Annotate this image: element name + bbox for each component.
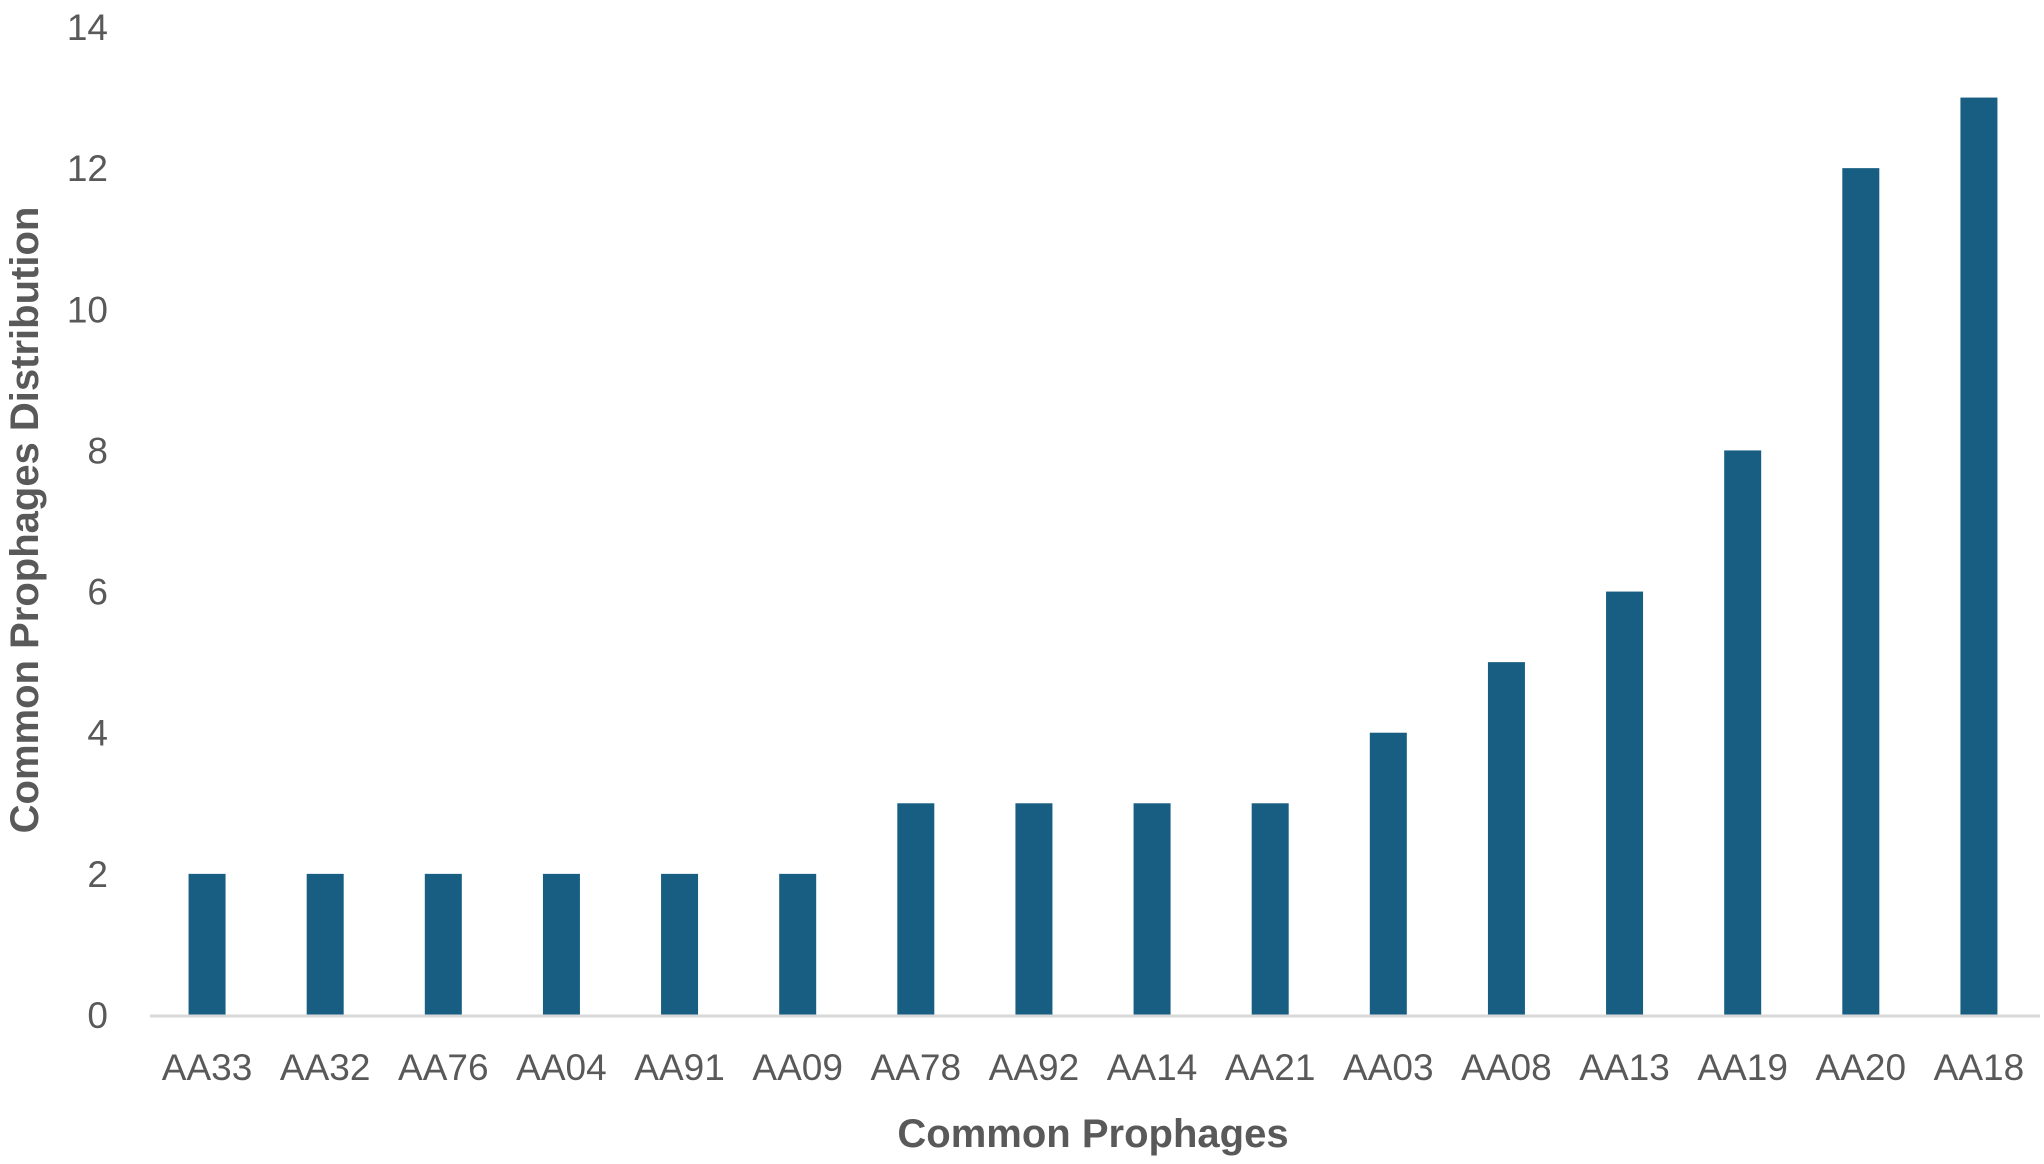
x-tick-label: AA32	[280, 1047, 371, 1088]
x-tick-label: AA33	[162, 1047, 253, 1088]
y-tick-label: 4	[87, 713, 108, 754]
x-tick-label: AA14	[1107, 1047, 1198, 1088]
bar-AA13	[1606, 591, 1644, 1015]
bar-AA32	[306, 873, 344, 1015]
x-tick-label: AA04	[516, 1047, 607, 1088]
x-tick-label: AA78	[871, 1047, 962, 1088]
y-tick-label: 6	[87, 572, 108, 613]
x-tick-label: AA08	[1461, 1047, 1552, 1088]
bar-AA21	[1251, 803, 1289, 1015]
x-tick-label: AA20	[1816, 1047, 1907, 1088]
x-axis-title: Common Prophages	[897, 1112, 1288, 1156]
x-tick-label: AA21	[1225, 1047, 1316, 1088]
bar-AA92	[1015, 803, 1053, 1015]
bar-AA03	[1369, 732, 1407, 1015]
bar-AA04	[542, 873, 580, 1015]
y-tick-label: 10	[67, 289, 108, 330]
bar-AA19	[1724, 450, 1762, 1015]
bar-AA09	[779, 873, 817, 1015]
bar-AA33	[188, 873, 226, 1015]
x-tick-label: AA03	[1343, 1047, 1434, 1088]
x-tick-label: AA76	[398, 1047, 489, 1088]
y-axis-title: Common Prophages Distribution	[3, 207, 47, 834]
y-tick-label: 2	[87, 854, 108, 895]
bar-AA78	[897, 803, 935, 1015]
y-tick-label: 12	[67, 148, 108, 189]
bar-AA14	[1133, 803, 1171, 1015]
bars	[188, 97, 1998, 1016]
bar-AA76	[424, 873, 462, 1015]
y-tick-label: 14	[67, 7, 108, 48]
y-tick-label: 0	[87, 995, 108, 1036]
x-tick-label: AA18	[1934, 1047, 2025, 1088]
bar-AA20	[1842, 168, 1880, 1016]
x-tick-label: AA92	[989, 1047, 1080, 1088]
bar-AA18	[1960, 97, 1998, 1016]
x-tick-label: AA09	[752, 1047, 843, 1088]
x-axis-ticks: AA33 AA32 AA76 AA04 AA91 AA09 AA78 AA92 AA14 AA21…	[162, 1047, 2024, 1088]
bar-AA08	[1487, 662, 1525, 1015]
bar-AA91	[661, 873, 699, 1015]
x-tick-label: AA19	[1697, 1047, 1788, 1088]
x-tick-label: AA13	[1579, 1047, 1670, 1088]
y-axis-ticks: 0 2 4 6 8 10 12 14	[67, 7, 108, 1036]
y-tick-label: 8	[87, 430, 108, 471]
x-tick-label: AA91	[634, 1047, 725, 1088]
